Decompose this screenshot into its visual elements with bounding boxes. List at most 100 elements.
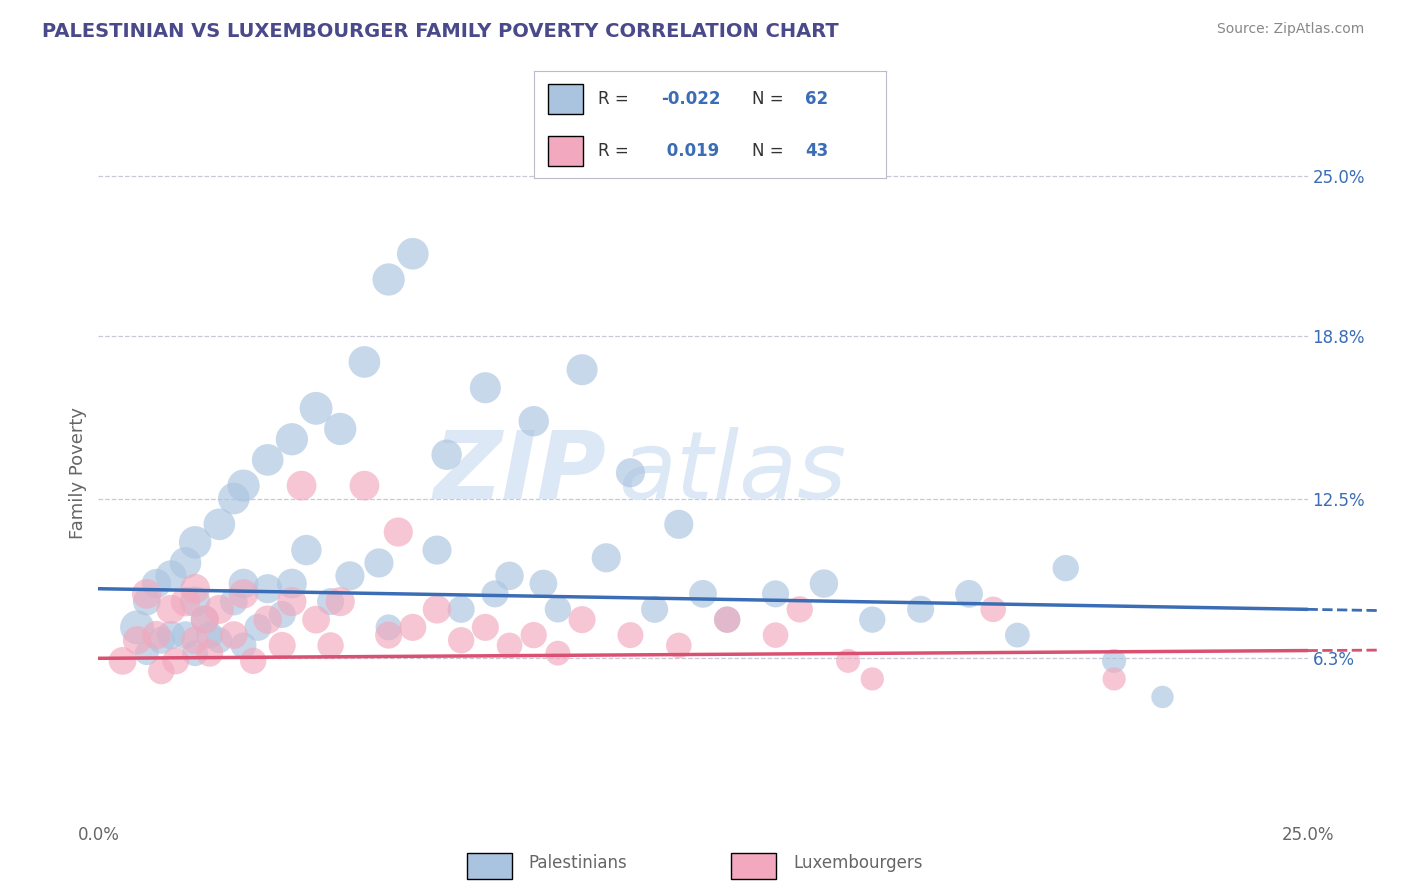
- Point: [222, 628, 245, 642]
- Text: ZIP: ZIP: [433, 426, 606, 519]
- Point: [450, 602, 472, 616]
- Y-axis label: Family Poverty: Family Poverty: [69, 407, 87, 539]
- Point: [957, 587, 980, 601]
- Point: [1054, 561, 1077, 575]
- Point: [668, 639, 690, 653]
- Point: [271, 639, 294, 653]
- Point: [474, 381, 496, 395]
- Point: [329, 594, 352, 608]
- Point: [256, 613, 278, 627]
- Point: [208, 602, 231, 616]
- Text: Source: ZipAtlas.com: Source: ZipAtlas.com: [1216, 22, 1364, 37]
- Point: [387, 524, 409, 539]
- Point: [571, 362, 593, 376]
- Text: R =: R =: [598, 142, 628, 160]
- Point: [290, 478, 312, 492]
- Point: [426, 602, 449, 616]
- Point: [194, 613, 217, 627]
- Point: [716, 613, 738, 627]
- Point: [523, 628, 546, 642]
- Point: [377, 628, 399, 642]
- Point: [208, 517, 231, 532]
- Point: [644, 602, 666, 616]
- Point: [135, 587, 157, 601]
- Point: [127, 620, 149, 634]
- Point: [295, 543, 318, 558]
- FancyBboxPatch shape: [731, 853, 776, 879]
- Point: [523, 414, 546, 428]
- Point: [619, 466, 641, 480]
- Point: [305, 401, 328, 416]
- Point: [247, 620, 270, 634]
- Text: N =: N =: [752, 142, 783, 160]
- Point: [402, 620, 425, 634]
- Point: [426, 543, 449, 558]
- Point: [232, 576, 254, 591]
- Point: [145, 576, 167, 591]
- FancyBboxPatch shape: [467, 853, 512, 879]
- Text: N =: N =: [752, 90, 783, 108]
- Point: [813, 576, 835, 591]
- Point: [198, 628, 221, 642]
- Point: [281, 594, 304, 608]
- Point: [184, 582, 207, 596]
- Point: [184, 646, 207, 660]
- Point: [198, 646, 221, 660]
- Point: [174, 628, 197, 642]
- Point: [595, 550, 617, 565]
- Point: [208, 633, 231, 648]
- Point: [837, 654, 859, 668]
- Point: [174, 594, 197, 608]
- Point: [353, 355, 375, 369]
- Point: [319, 639, 342, 653]
- Point: [150, 633, 173, 648]
- FancyBboxPatch shape: [548, 84, 583, 114]
- Point: [765, 587, 787, 601]
- Text: 43: 43: [804, 142, 828, 160]
- Point: [1007, 628, 1029, 642]
- Point: [377, 272, 399, 286]
- Point: [860, 672, 883, 686]
- Point: [531, 576, 554, 591]
- Point: [484, 587, 506, 601]
- Point: [1102, 654, 1125, 668]
- Point: [232, 639, 254, 653]
- Point: [127, 633, 149, 648]
- Point: [1102, 672, 1125, 686]
- Point: [271, 607, 294, 622]
- Point: [160, 628, 183, 642]
- Point: [329, 422, 352, 436]
- Point: [281, 432, 304, 446]
- Point: [184, 633, 207, 648]
- Point: [319, 594, 342, 608]
- Point: [165, 654, 187, 668]
- Point: [194, 613, 217, 627]
- Point: [145, 628, 167, 642]
- Text: 62: 62: [804, 90, 828, 108]
- Point: [692, 587, 714, 601]
- Text: -0.022: -0.022: [661, 90, 720, 108]
- Point: [436, 448, 458, 462]
- Point: [135, 646, 157, 660]
- Point: [222, 594, 245, 608]
- Point: [150, 664, 173, 678]
- Point: [160, 569, 183, 583]
- Point: [232, 478, 254, 492]
- Point: [353, 478, 375, 492]
- Point: [716, 613, 738, 627]
- Text: PALESTINIAN VS LUXEMBOURGER FAMILY POVERTY CORRELATION CHART: PALESTINIAN VS LUXEMBOURGER FAMILY POVER…: [42, 22, 839, 41]
- Point: [256, 582, 278, 596]
- Point: [402, 246, 425, 260]
- Point: [377, 620, 399, 634]
- Point: [668, 517, 690, 532]
- Point: [232, 587, 254, 601]
- Point: [1152, 690, 1174, 704]
- Point: [498, 639, 520, 653]
- Point: [619, 628, 641, 642]
- Point: [111, 654, 134, 668]
- Text: Luxembourgers: Luxembourgers: [793, 854, 922, 872]
- Point: [184, 594, 207, 608]
- Point: [339, 569, 361, 583]
- Text: 0.019: 0.019: [661, 142, 718, 160]
- Point: [981, 602, 1004, 616]
